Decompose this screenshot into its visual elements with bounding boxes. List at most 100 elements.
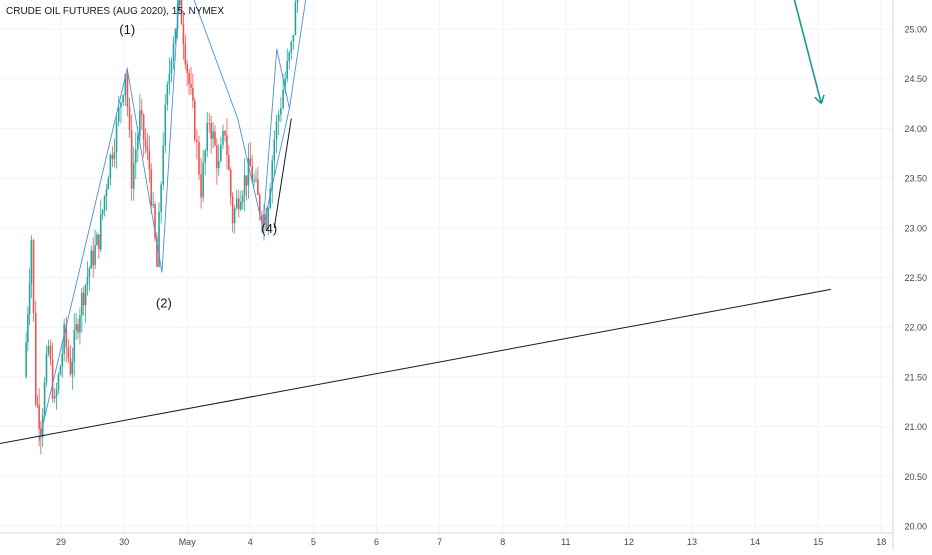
candle-body — [96, 234, 98, 246]
candle-body — [137, 135, 139, 150]
candle-body — [255, 179, 257, 181]
candle-body — [294, 2, 297, 36]
time-tick-label: 29 — [56, 537, 66, 547]
candle-body — [222, 130, 224, 145]
candle-body — [212, 131, 214, 139]
candle-body — [101, 210, 104, 215]
candle-body — [27, 314, 29, 343]
candle-body — [243, 175, 246, 196]
candle-body — [253, 180, 255, 182]
candle-body — [198, 142, 200, 175]
candle-body — [231, 196, 234, 224]
candle-body — [174, 28, 177, 44]
price-tick-label: 23.50 — [904, 174, 927, 184]
candle-body — [67, 347, 70, 359]
candle-body — [172, 43, 175, 61]
candle-body — [190, 83, 192, 88]
candle-body — [111, 154, 114, 160]
candle-body — [154, 204, 156, 238]
candle-body — [84, 285, 87, 306]
candle-body — [206, 123, 209, 151]
candle-body — [210, 123, 212, 139]
candle-body — [220, 144, 222, 162]
time-tick-label: 8 — [500, 537, 505, 547]
price-tick-label: 22.50 — [904, 273, 927, 283]
candle-body — [38, 405, 40, 430]
candle-body — [148, 151, 151, 170]
candle-body — [170, 60, 173, 74]
candle-body — [124, 74, 127, 96]
candle-body — [150, 169, 153, 206]
wave-label-major: (2) — [156, 295, 172, 310]
symbol-title: CRUDE OIL FUTURES (AUG 2020), 15, NYMEX — [6, 6, 225, 17]
candle-body — [146, 146, 149, 152]
candle-body — [61, 353, 64, 367]
time-tick-label: 4 — [248, 537, 253, 547]
forecast-arrow-2[interactable] — [793, 0, 825, 105]
candle-body — [247, 158, 250, 186]
candle-body — [196, 139, 198, 143]
candle-body — [292, 35, 295, 42]
candle-body — [94, 245, 96, 266]
price-tick-label: 23.00 — [904, 223, 927, 233]
candle-body — [158, 211, 160, 267]
time-axis[interactable]: 29 30 May 4 5 6 7 8 11 12 13 14 15 18 — [0, 532, 893, 547]
candle-body — [229, 169, 232, 197]
candle-body — [122, 95, 124, 103]
candle-body — [71, 361, 74, 375]
candle-body — [134, 149, 137, 164]
candle-body — [261, 215, 263, 224]
candle-body — [90, 250, 93, 269]
grid — [0, 0, 893, 533]
time-tick-label: 30 — [119, 537, 129, 547]
candle-body — [75, 324, 77, 331]
time-tick-label: 18 — [876, 537, 886, 547]
forecast-arrows[interactable] — [755, 0, 825, 105]
candle-body — [53, 396, 56, 399]
candle-body — [182, 24, 185, 45]
candle-body — [43, 382, 46, 416]
candle-body — [57, 374, 60, 390]
forecast-arrow-2-head — [820, 94, 825, 104]
price-tick-label: 21.00 — [904, 422, 927, 432]
candle-body — [280, 107, 282, 115]
candle-body — [241, 195, 244, 202]
candle-body — [188, 73, 190, 84]
candle-body — [275, 121, 278, 140]
candle-body — [63, 324, 65, 354]
candle-body — [109, 154, 112, 179]
candle-body — [65, 324, 68, 348]
candle-body — [49, 345, 52, 360]
candle-body — [105, 189, 108, 197]
candle-body — [204, 150, 206, 163]
time-tick-label: 14 — [750, 537, 760, 547]
wave-lines[interactable] — [38, 0, 629, 442]
price-axis[interactable]: 20.00 20.50 21.00 21.50 22.00 22.50 23.00 23.50… — [892, 0, 932, 550]
candle-body — [233, 208, 236, 224]
candle-body — [271, 160, 274, 189]
time-tick-label: 7 — [437, 537, 442, 547]
candle-body — [152, 204, 154, 206]
candle-body — [277, 114, 280, 122]
candle-body — [128, 106, 131, 131]
candle-body — [92, 250, 94, 266]
candle-body — [208, 123, 211, 124]
candle-body — [126, 74, 129, 107]
trendlines[interactable] — [0, 0, 886, 444]
candle-body — [186, 64, 188, 74]
candle-body — [103, 196, 106, 211]
wave-4-bracket-line[interactable] — [273, 118, 292, 228]
candle-body — [202, 162, 204, 198]
time-tick-label: 6 — [374, 537, 379, 547]
trendline-long-support[interactable] — [0, 288, 831, 444]
candle-body — [265, 213, 267, 230]
candle-body — [120, 102, 122, 108]
price-tick-label: 25.00 — [904, 25, 927, 35]
candle-body — [235, 198, 238, 209]
candle-body — [45, 353, 48, 383]
candle-body — [228, 155, 230, 170]
candle-body — [34, 312, 37, 405]
wave-impulse-line[interactable] — [38, 0, 290, 442]
